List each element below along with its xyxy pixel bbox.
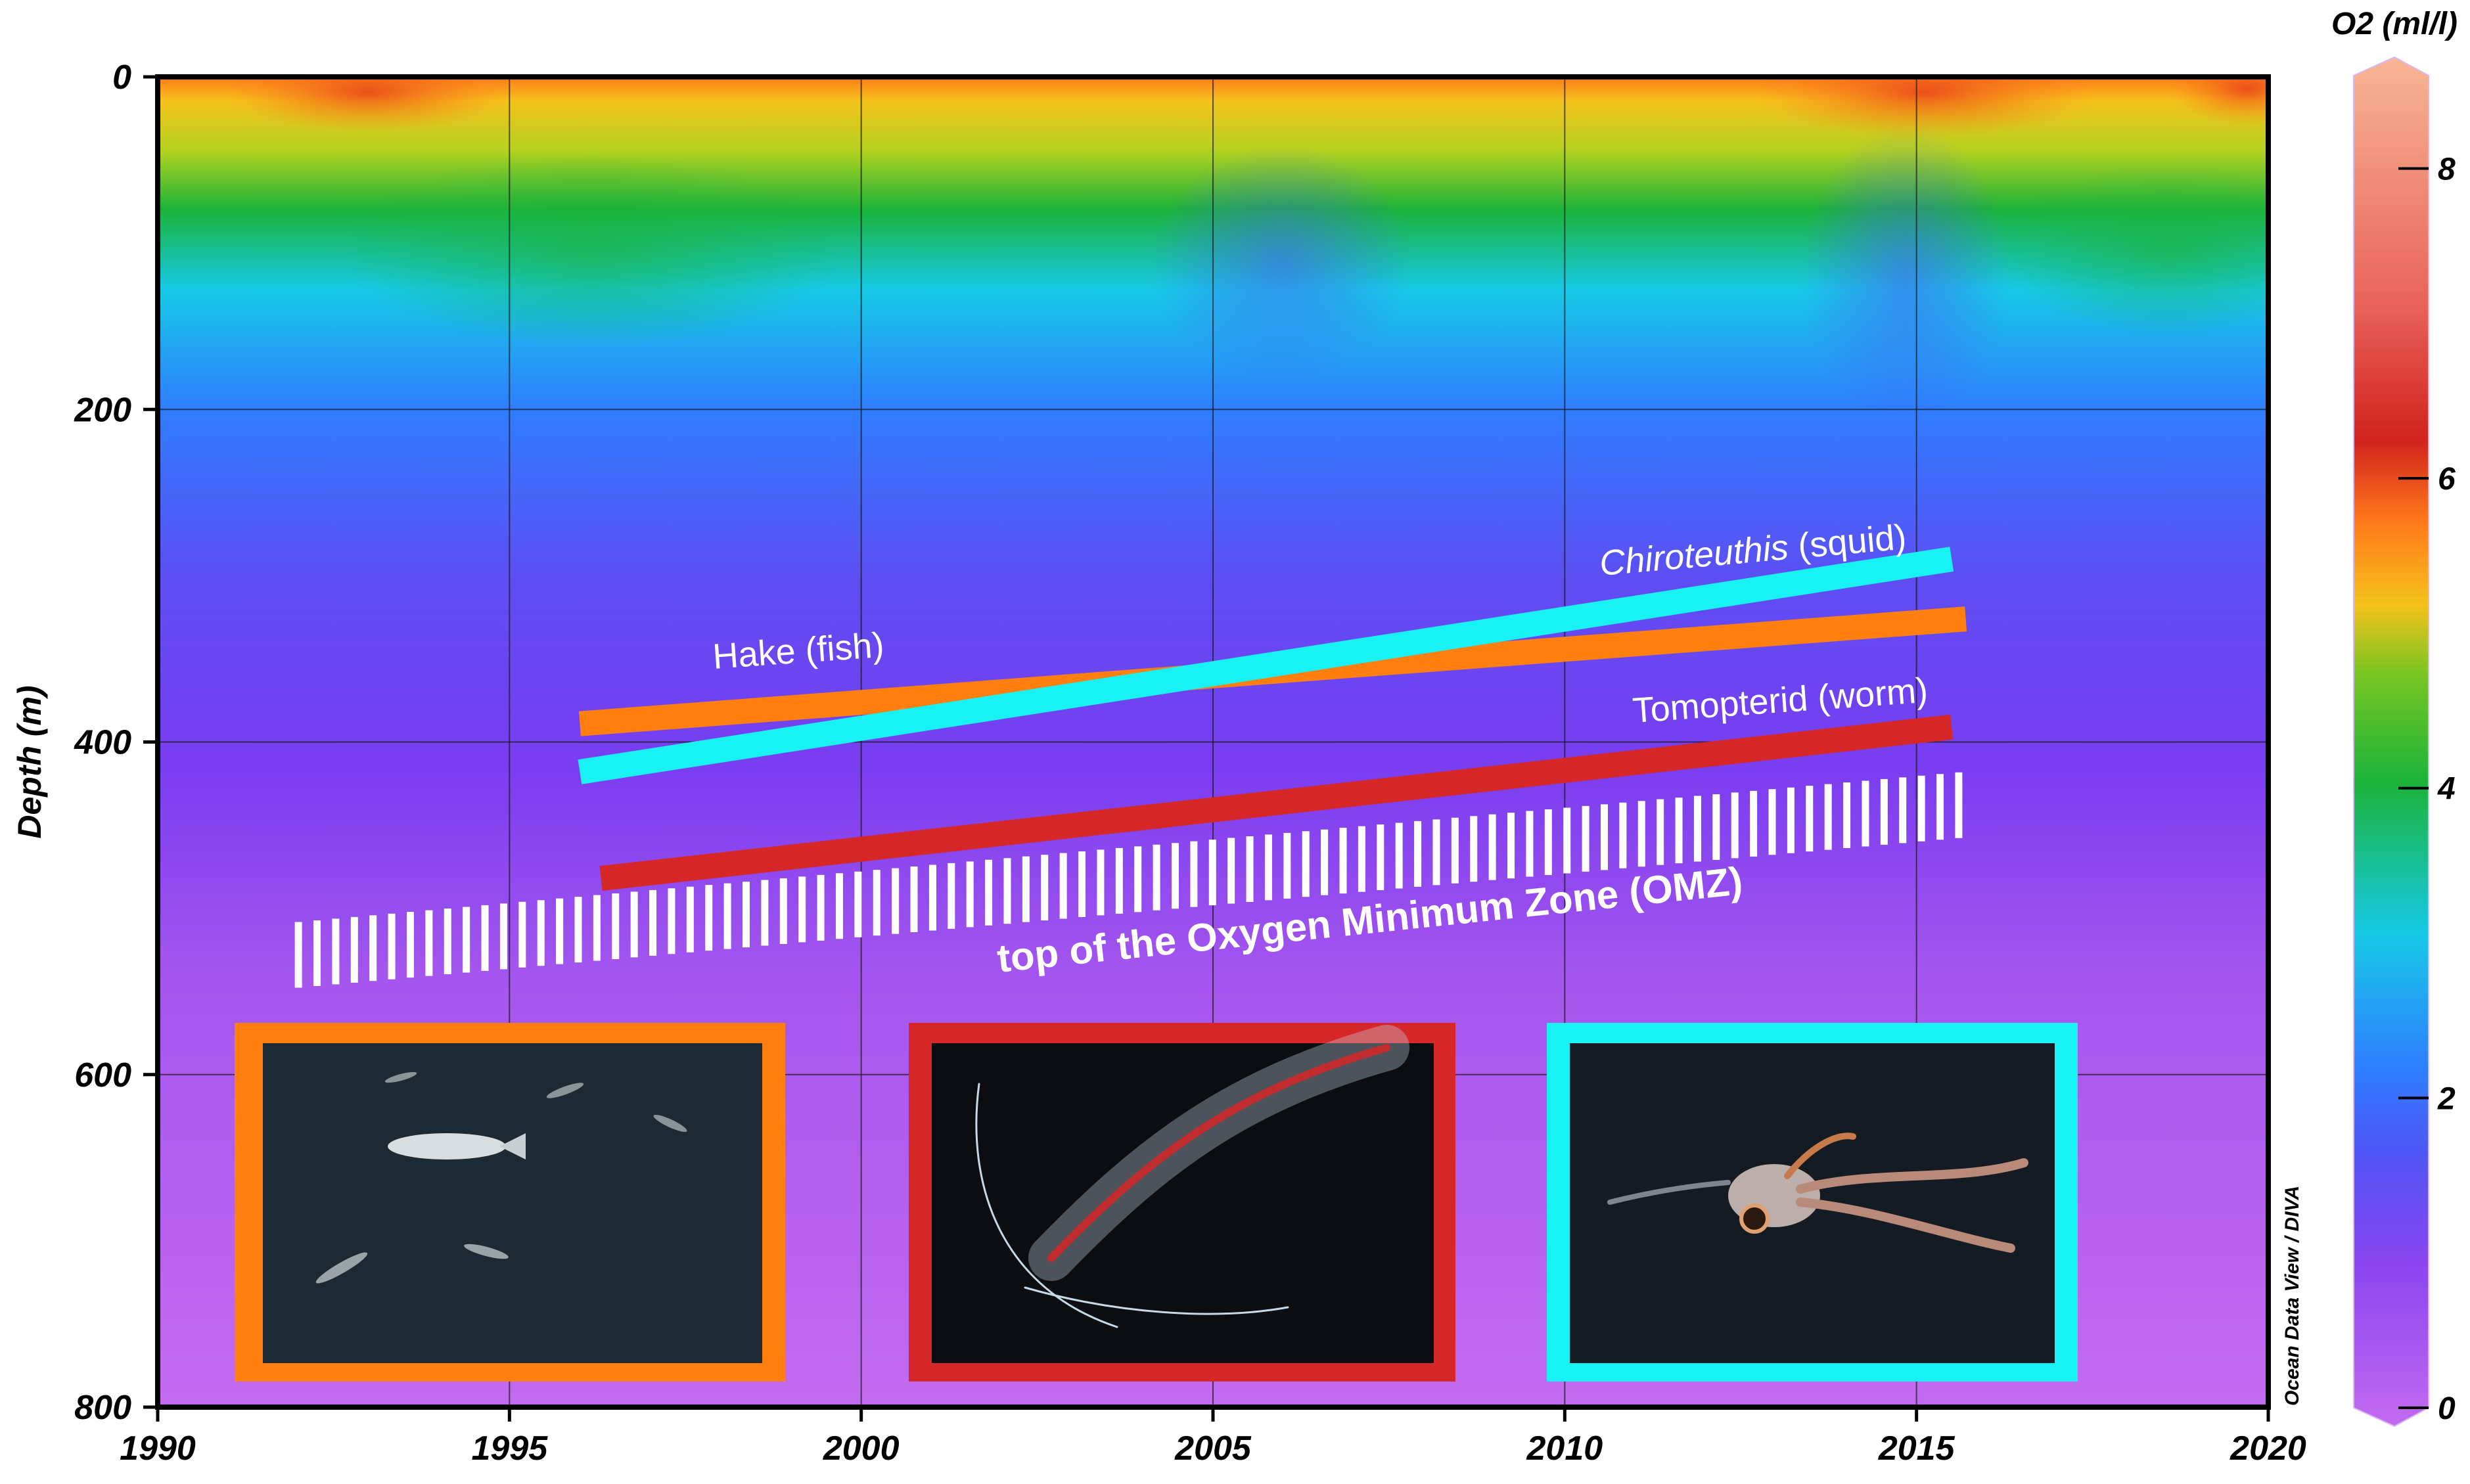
x-tick-label: 2010 [1526,1429,1603,1468]
x-tick-label: 2020 [2230,1429,2306,1468]
colorbar-tick-label: 8 [2438,152,2456,187]
squid-photo [1547,1023,2078,1382]
x-tick-label: 2015 [1878,1429,1955,1468]
trend-line-chiroteuthis-squid [578,547,1954,784]
trend-lines [294,547,1967,988]
trend-line-tomopterid-worm [599,714,1954,891]
x-tick-label: 1995 [471,1429,548,1468]
y-tick-label: 200 [74,391,131,429]
x-tick-label: 2000 [823,1429,900,1468]
colorbar-tick-label: 4 [2437,772,2456,807]
colorbar-title: O2 (ml/l) [2331,7,2458,41]
x-axis: 1990 1995 2000 2005 2010 2015 2020 [120,1407,2306,1468]
colorbar-tick-label: 6 [2438,462,2456,497]
tomopterid-worm-icon [975,1025,1409,1328]
y-tick-label: 600 [74,1056,131,1094]
hake-fish-icon [315,1071,687,1284]
y-tick-label: 0 [112,58,131,97]
colorbar-tick-label: 0 [2438,1391,2456,1426]
tomopterid-photo [909,1023,1455,1382]
colorbar-ticks: 0 2 4 6 8 [2398,152,2456,1426]
x-tick-label: 2005 [1174,1429,1252,1468]
y-axis-title: Depth (m) [11,685,48,838]
x-tick-label: 1990 [120,1429,196,1468]
squid-icon [1607,1133,2028,1253]
credit-text: Ocean Data View / DIVA [2281,1186,2303,1406]
y-tick-label: 800 [74,1389,131,1427]
colorbar: O2 (ml/l) 0 2 4 6 8 [2331,7,2458,1428]
hake-photo [235,1023,785,1382]
colorbar-tick-label: 2 [2437,1081,2456,1116]
colorbar-body [2353,56,2429,1428]
y-tick-label: 400 [74,724,131,762]
y-axis: 0 200 400 600 800 [74,58,158,1427]
